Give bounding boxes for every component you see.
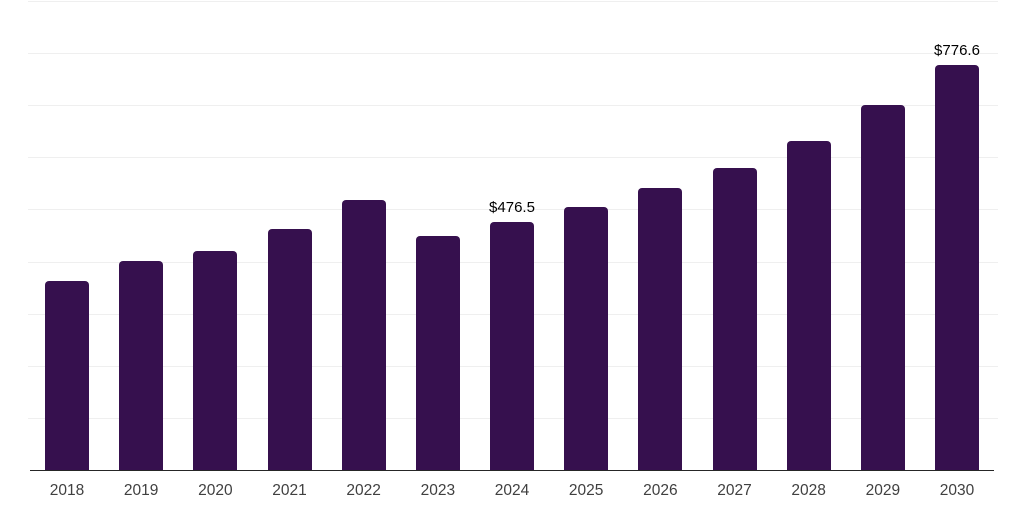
x-axis-tick-labels: 2018 2019 2020 2021 2022 2023 2024 2025 2026 2027…: [30, 481, 994, 505]
bar-2020: [193, 251, 238, 470]
x-tick-label-2026: 2026: [643, 482, 678, 499]
data-label-2024: $476.5: [489, 198, 535, 216]
plot-area: $476.5 $776.6: [28, 1, 998, 471]
x-tick-label-2019: 2019: [123, 482, 159, 499]
x-tick-label-2028: 2028: [791, 482, 826, 499]
x-tick-label-2030: 2030: [939, 482, 975, 499]
bar-2023: [415, 235, 460, 470]
gridline-700: [28, 105, 998, 107]
x-tick-label-2025: 2025: [568, 482, 604, 499]
gridline-500: [28, 209, 998, 211]
x-axis-line: [30, 469, 994, 471]
gridline-600: [28, 157, 998, 159]
bar-2030: [935, 65, 979, 470]
x-tick-label-2027: 2027: [717, 482, 752, 499]
bar-2022: [341, 200, 386, 470]
bar-2021: [267, 229, 312, 470]
gridline-800: [28, 53, 998, 55]
bar-2019: [119, 261, 164, 470]
data-label-2030: $776.6: [934, 42, 980, 60]
bar-2018: [45, 281, 89, 470]
bar-2029: [860, 105, 905, 470]
bar-2026: [638, 188, 683, 470]
x-tick-label-2022: 2022: [346, 482, 381, 499]
x-tick-label-2018: 2018: [49, 482, 85, 499]
x-tick-label-2029: 2029: [865, 482, 901, 499]
bar-2028: [786, 141, 831, 470]
x-tick-label-2023: 2023: [420, 482, 456, 499]
gridline-900: [28, 1, 998, 2]
x-tick-label-2024: 2024: [494, 482, 530, 499]
x-tick-label-2021: 2021: [272, 482, 307, 499]
bar-2024: [490, 221, 534, 470]
bar-2027: [712, 168, 757, 470]
x-tick-label-2020: 2020: [198, 482, 233, 499]
bar-2025: [564, 206, 609, 470]
